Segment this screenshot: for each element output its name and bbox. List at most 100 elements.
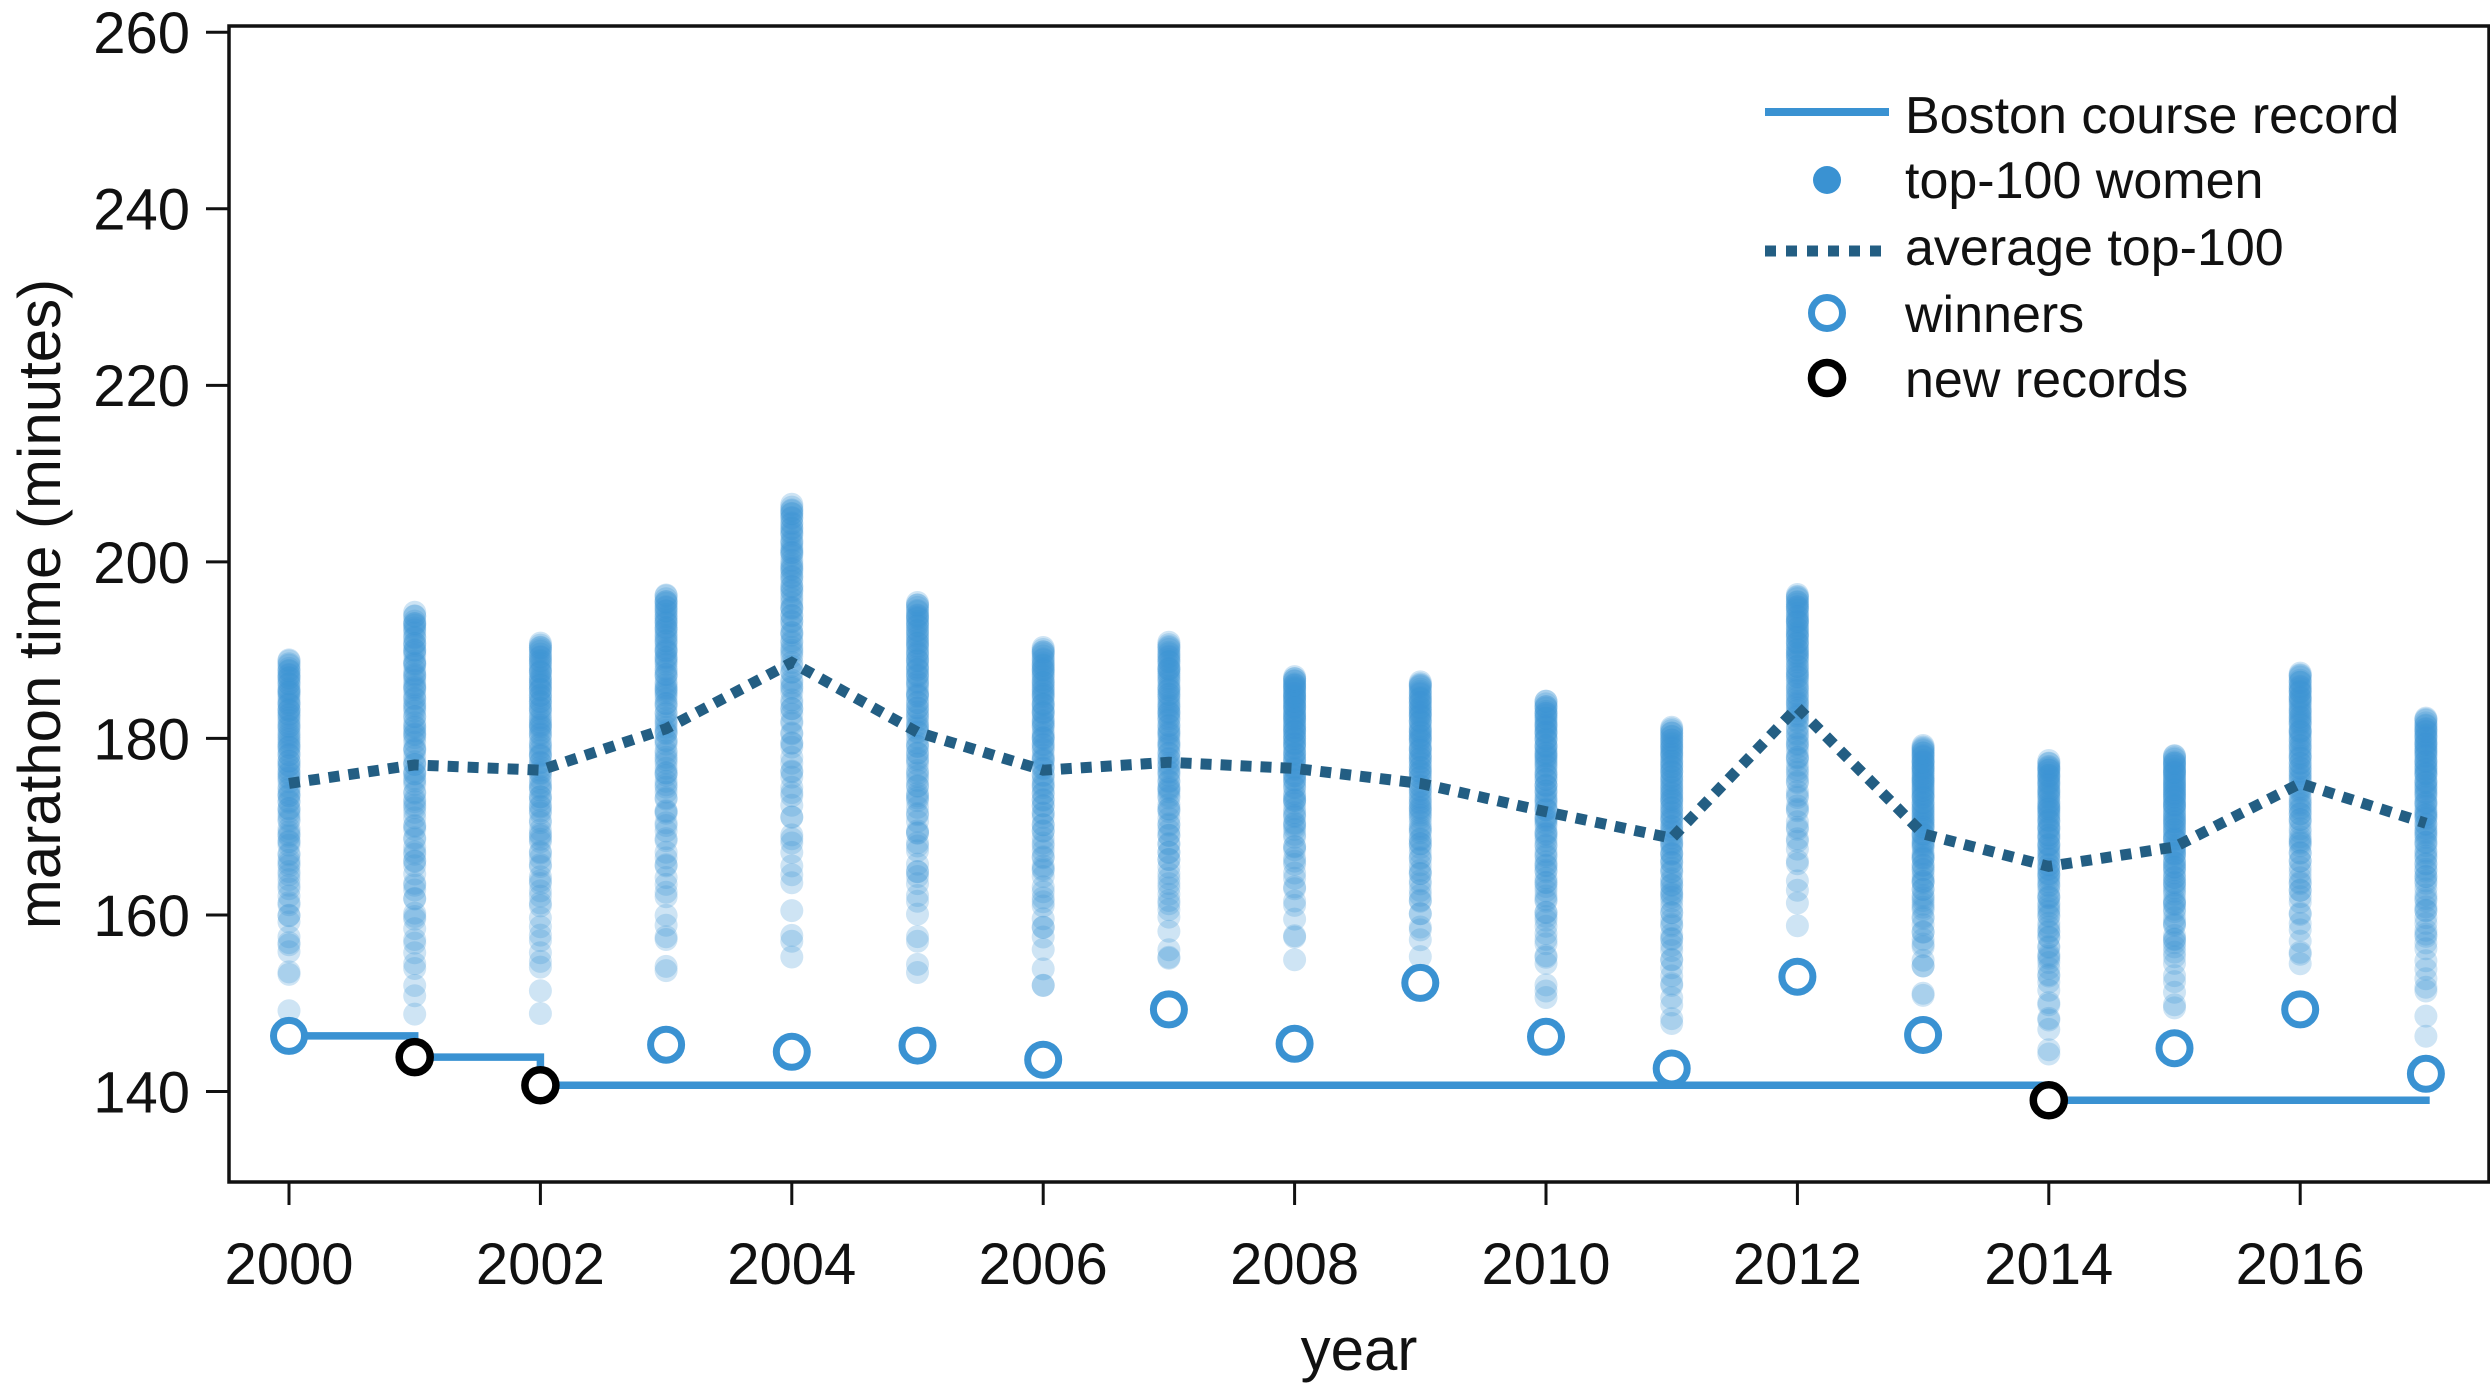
top100-dot: [1660, 923, 1684, 946]
top100-dot: [1534, 853, 1558, 877]
top100-dot: [1283, 715, 1307, 739]
top100-dot: [654, 638, 678, 662]
top100-dot: [1031, 715, 1055, 739]
top100-dot: [2414, 975, 2438, 999]
top100-dot: [2414, 857, 2438, 881]
top100-dot: [1283, 834, 1307, 858]
top100-dot: [403, 687, 427, 711]
top100-dot: [1283, 673, 1307, 697]
top100-dot: [528, 869, 552, 893]
top100-dot: [277, 891, 301, 915]
top100-dot: [780, 923, 804, 947]
top100-dot: [2414, 790, 2438, 814]
top100-dot: [528, 771, 552, 795]
winner-circle-2003: [647, 1025, 686, 1064]
top100-dot: [277, 817, 301, 840]
top100-dot: [528, 744, 552, 768]
top100-dot: [1660, 737, 1684, 760]
top100-dot: [1031, 973, 1055, 997]
top100-dot: [1031, 776, 1055, 800]
top100-dot: [403, 787, 427, 811]
top100-dot: [2414, 864, 2438, 888]
top100-dot: [1408, 738, 1432, 762]
top100-dot: [780, 805, 804, 829]
top100-dot: [2037, 826, 2061, 850]
top100-dot: [403, 793, 427, 817]
top100-dot: [403, 678, 427, 702]
top100-dot: [277, 723, 301, 747]
top100-dot: [277, 910, 301, 934]
top100-dot: [1283, 724, 1307, 748]
top100-dot: [2163, 751, 2186, 775]
top100-dot: [1660, 772, 1684, 796]
top100-dot: [654, 775, 678, 799]
top100-dot: [2037, 874, 2061, 898]
top100-dot: [2037, 1017, 2061, 1041]
top100-dot: [1157, 708, 1181, 732]
top100-dot: [403, 705, 427, 729]
top100-dot: [1785, 590, 1809, 614]
top100-dot: [1408, 888, 1432, 912]
top100-dot: [654, 609, 678, 633]
top100-dot: [2288, 841, 2312, 865]
top100-dot: [2163, 754, 2186, 778]
top100-dot: [1157, 726, 1181, 750]
top100-dot: [2288, 756, 2312, 780]
top100-dot: [2163, 871, 2186, 895]
top100-dot: [1408, 832, 1432, 856]
top100-dot: [1283, 727, 1307, 751]
top100-dot: [2163, 865, 2186, 889]
top100-dot: [654, 840, 678, 864]
top100-dot: [1283, 681, 1307, 705]
top100-dot: [1660, 781, 1684, 805]
x-tick-label: 2012: [1733, 1232, 1862, 1297]
top100-dot: [780, 543, 804, 567]
top100-dot: [2288, 695, 2312, 718]
x-tick-label: 2006: [979, 1232, 1108, 1297]
top100-dot: [1660, 792, 1684, 816]
top100-dot: [1157, 840, 1181, 864]
top100-dot: [277, 868, 301, 892]
top100-dot: [1660, 745, 1684, 769]
top100-dot: [2288, 825, 2312, 849]
top100-dot: [1031, 720, 1055, 744]
top100-dot: [1283, 741, 1307, 765]
top100-dot: [1911, 889, 1935, 912]
top100-dot: [1031, 788, 1055, 811]
top100-dot: [1660, 796, 1684, 820]
top100-dot: [1911, 738, 1935, 762]
top100-dot: [2163, 890, 2186, 914]
top100-dot: [654, 846, 678, 870]
top100-dot: [780, 623, 804, 647]
top100-dot: [1031, 710, 1055, 734]
top100-dot: [654, 692, 678, 716]
top100-dot: [2288, 798, 2312, 822]
top100-dot: [2414, 757, 2438, 781]
top100-dot: [403, 827, 427, 851]
top100-dot: [1785, 678, 1809, 702]
top100-dot: [2163, 814, 2186, 838]
top100-dot: [2163, 777, 2186, 801]
top100-dot: [780, 871, 804, 895]
top100-dot: [1911, 741, 1935, 765]
top100-dot: [906, 884, 929, 907]
top100-dot: [2037, 903, 2061, 927]
top100-dot: [1785, 664, 1809, 688]
top100-dot: [2288, 831, 2312, 855]
top100-dot: [1408, 759, 1432, 783]
top100-dot: [2037, 801, 2061, 825]
top100-dot: [2037, 823, 2061, 847]
top100-dot: [1785, 584, 1809, 608]
top100-dot: [403, 800, 427, 824]
top100-dot: [1031, 683, 1055, 707]
top100-dot: [2163, 753, 2186, 777]
top100-dot: [1534, 715, 1558, 739]
top100-dot: [277, 706, 301, 730]
top100-dot: [2288, 710, 2312, 734]
top100-dot: [277, 797, 301, 821]
top100-dot: [2288, 728, 2312, 752]
top100-dot: [2163, 783, 2186, 807]
top100-dot: [1031, 636, 1055, 659]
top100-dot: [528, 906, 552, 930]
top100-dot: [654, 632, 678, 656]
